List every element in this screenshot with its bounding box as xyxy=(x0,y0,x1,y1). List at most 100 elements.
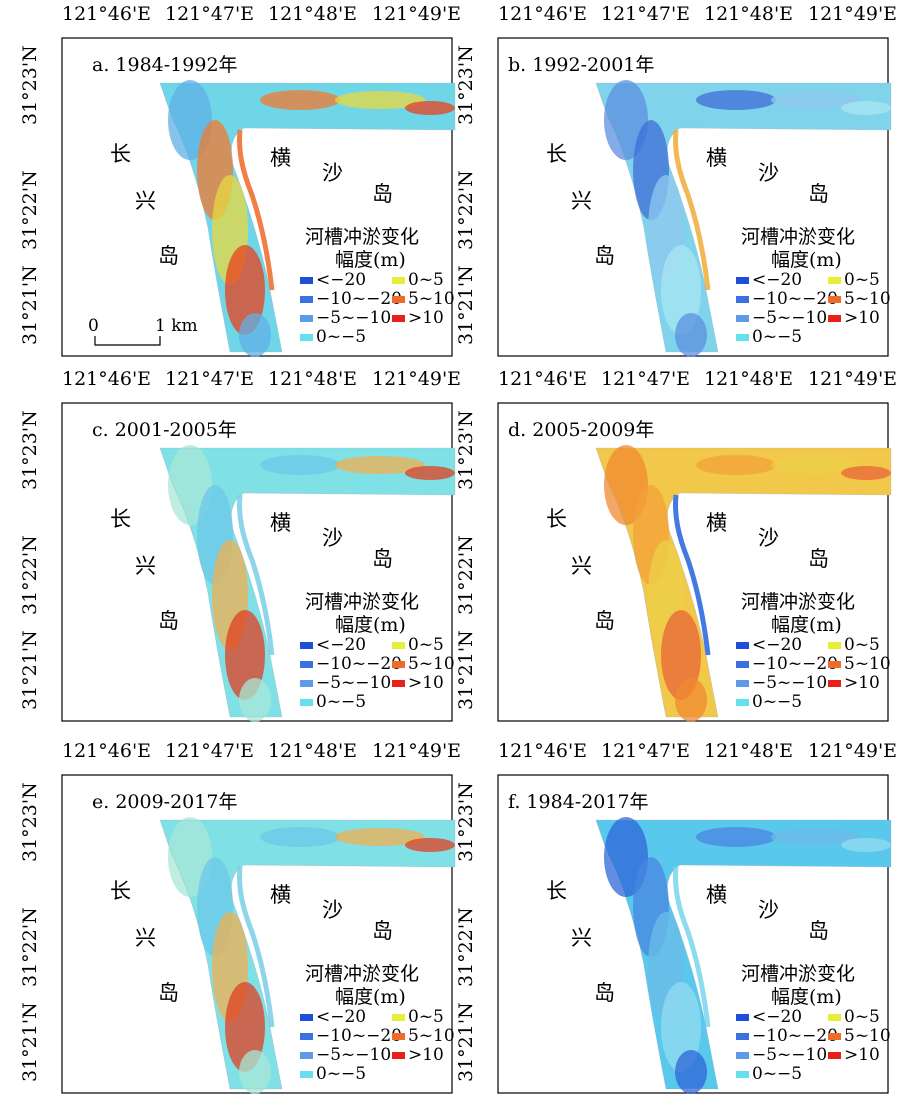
legend-label: 0~5 xyxy=(408,270,444,290)
map-canvas xyxy=(61,402,456,722)
longitude-label: 121°49'E xyxy=(808,3,898,25)
erosion-deposition-patches xyxy=(168,817,455,1094)
legend-swatch xyxy=(300,680,313,687)
legend-label: >10 xyxy=(408,673,444,693)
place-name-changxing: 岛 xyxy=(158,244,179,268)
erosion-deposition-patches xyxy=(604,445,891,722)
place-name-hengsha: 横 xyxy=(706,883,727,907)
legend-subtitle: 幅度(m) xyxy=(771,986,842,1008)
place-name-changxing: 长 xyxy=(546,142,567,166)
latitude-label: 31°21'N xyxy=(455,630,477,710)
legend-label: >10 xyxy=(408,1045,444,1065)
erosion-deposition-patches xyxy=(168,445,455,722)
legend-item: −5~−10 xyxy=(300,1045,391,1065)
legend-subtitle: 幅度(m) xyxy=(771,614,842,636)
longitude-label: 121°48'E xyxy=(268,3,358,25)
legend-swatch xyxy=(300,296,313,303)
legend-swatch xyxy=(736,699,749,706)
legend-label: >10 xyxy=(408,308,444,328)
legend-swatch xyxy=(300,277,313,284)
legend-item: 0~5 xyxy=(828,635,880,655)
longitude-label: 121°48'E xyxy=(704,3,794,25)
legend-item: 5~10 xyxy=(392,1026,455,1046)
longitude-label: 121°46'E xyxy=(62,3,152,25)
legend-item: >10 xyxy=(828,1045,880,1065)
legend-item: −10~−20 xyxy=(300,289,402,309)
legend-item: 5~10 xyxy=(392,289,455,309)
legend-swatch xyxy=(736,661,749,668)
longitude-label: 121°48'E xyxy=(704,368,794,390)
legend-swatch xyxy=(828,642,841,649)
legend-swatch xyxy=(736,1033,749,1040)
legend-item: >10 xyxy=(392,308,444,328)
legend-swatch xyxy=(736,1071,749,1078)
legend-label: 0~−5 xyxy=(752,327,803,347)
legend-swatch xyxy=(300,1014,313,1021)
longitude-label: 121°46'E xyxy=(498,740,588,762)
legend-item: <−20 xyxy=(300,270,366,290)
legend-item: −10~−20 xyxy=(736,1026,838,1046)
panel-title: d. 2005-2009年 xyxy=(508,419,655,441)
latitude-label: 31°22'N xyxy=(455,535,477,615)
place-name-changxing: 岛 xyxy=(594,981,615,1005)
legend-label: 0~5 xyxy=(844,270,880,290)
map-panel-f: 121°46'E 121°47'E 121°48'E 121°49'E 31°23'N 3… xyxy=(436,737,897,1109)
panel-title: b. 1992-2001年 xyxy=(508,54,655,76)
latitude-label: 31°21'N xyxy=(455,265,477,345)
legend-swatch xyxy=(736,315,749,322)
legend-title: 河槽冲淤变化 xyxy=(305,591,420,613)
map-panel-b: 121°46'E 121°47'E 121°48'E 121°49'E 31°23'N 3… xyxy=(436,0,897,372)
legend-swatch xyxy=(736,334,749,341)
legend-item: <−20 xyxy=(300,635,366,655)
longitude-label: 121°48'E xyxy=(268,740,358,762)
place-name-hengsha: 横 xyxy=(706,511,727,535)
longitude-label: 121°46'E xyxy=(498,368,588,390)
legend-subtitle: 幅度(m) xyxy=(335,249,406,271)
longitude-label: 121°46'E xyxy=(62,368,152,390)
legend-item: −10~−20 xyxy=(736,289,838,309)
legend-item: 5~10 xyxy=(392,654,455,674)
legend-item: <−20 xyxy=(736,635,802,655)
legend-label: 5~10 xyxy=(844,289,891,309)
legend-swatch xyxy=(300,661,313,668)
place-name-changxing: 兴 xyxy=(571,926,592,950)
place-name-hengsha: 沙 xyxy=(758,161,779,185)
legend-label: 5~10 xyxy=(844,1026,891,1046)
legend-item: 0~5 xyxy=(828,270,880,290)
legend-label: >10 xyxy=(844,673,880,693)
legend-swatch xyxy=(736,277,749,284)
legend-item: <−20 xyxy=(736,270,802,290)
legend-swatch xyxy=(736,296,749,303)
legend-item: 0~5 xyxy=(392,1007,444,1027)
latitude-label: 31°21'N xyxy=(19,265,41,345)
legend-swatch xyxy=(828,1014,841,1021)
legend-label: 5~10 xyxy=(408,289,455,309)
legend-label: 0~5 xyxy=(844,1007,880,1027)
legend-item: >10 xyxy=(392,1045,444,1065)
longitude-label: 121°49'E xyxy=(808,740,898,762)
legend-label: −10~−20 xyxy=(752,289,838,309)
legend-title: 河槽冲淤变化 xyxy=(305,963,420,985)
legend-item: 0~−5 xyxy=(300,1064,366,1084)
legend-label: 0~−5 xyxy=(316,327,367,347)
legend-label: −10~−20 xyxy=(316,654,402,674)
map-canvas xyxy=(61,37,456,357)
legend-label: 0~5 xyxy=(844,635,880,655)
legend-item: 0~−5 xyxy=(300,692,366,712)
place-name-hengsha: 岛 xyxy=(372,919,393,943)
legend-swatch xyxy=(828,661,841,668)
latitude-label: 31°21'N xyxy=(19,1002,41,1082)
longitude-label: 121°47'E xyxy=(165,368,255,390)
scale-start: 0 xyxy=(88,316,99,336)
longitude-label: 121°47'E xyxy=(165,740,255,762)
legend-item: 0~−5 xyxy=(736,692,802,712)
place-name-hengsha: 横 xyxy=(270,883,291,907)
legend-item: −5~−10 xyxy=(736,673,827,693)
legend-label: 0~−5 xyxy=(316,1064,367,1084)
legend-item: 0~−5 xyxy=(300,327,366,347)
panel-title: f. 1984-2017年 xyxy=(508,791,649,813)
map-panel-c: 121°46'E 121°47'E 121°48'E 121°49'E 31°23'N 3… xyxy=(0,365,461,737)
legend-title: 河槽冲淤变化 xyxy=(305,226,420,248)
panel-title: a. 1984-1992年 xyxy=(92,54,238,76)
legend-swatch xyxy=(828,296,841,303)
